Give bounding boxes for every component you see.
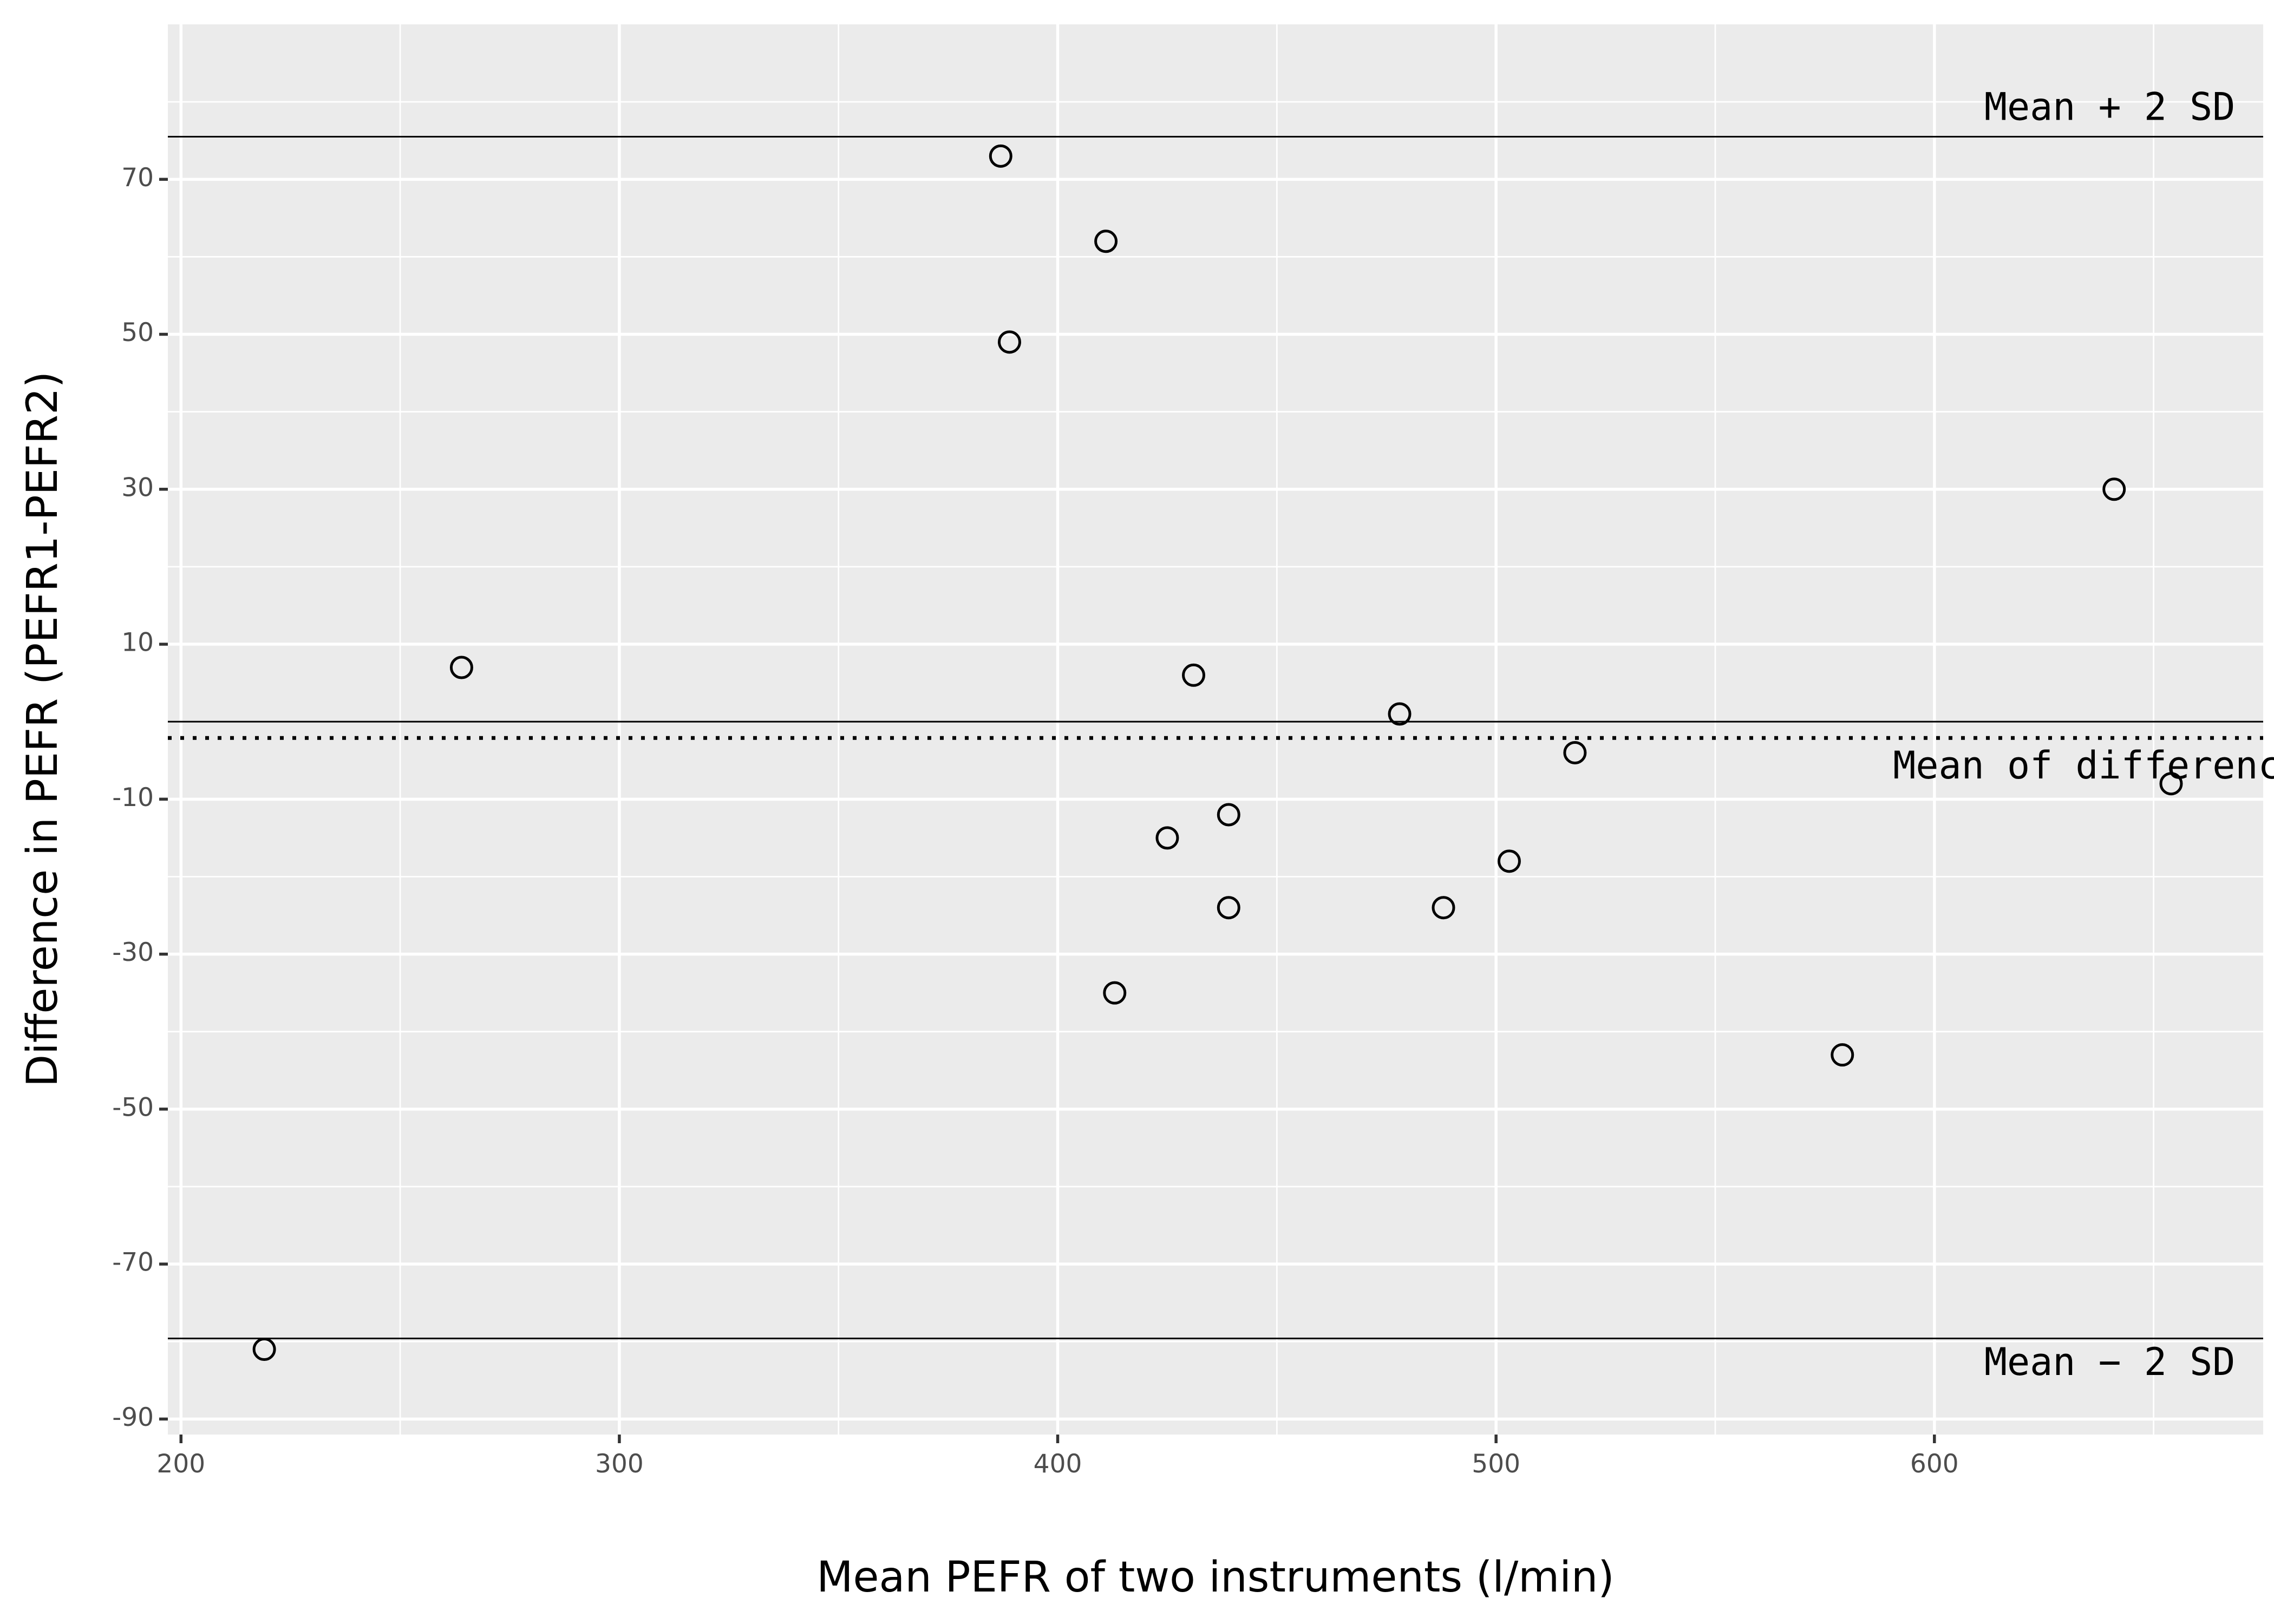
y-tick-label: -10 (112, 783, 154, 813)
line-annotation: Mean − 2 SD (1984, 1340, 2236, 1384)
data-point (1563, 741, 1587, 764)
y-tick-label: 10 (121, 628, 154, 658)
y-tick-label: 30 (121, 473, 154, 502)
data-point (997, 330, 1021, 354)
x-tick-label: 300 (595, 1449, 644, 1479)
data-point (1831, 1043, 1854, 1067)
line-annotation: Mean of differences (1893, 743, 2274, 788)
line-annotation: Mean + 2 SD (1984, 84, 2236, 129)
major-gridlines (168, 24, 2263, 1435)
line-annotations: Mean + 2 SD Mean of differences Mean − 2 S… (1893, 84, 2274, 1384)
y-tick-label: 70 (121, 163, 154, 193)
y-axis-title: Difference in PEFR (PEFR1-PEFR2) (18, 371, 67, 1087)
data-point (1103, 981, 1127, 1005)
plot-panel (168, 24, 2263, 1435)
y-tick-label: 50 (121, 318, 154, 348)
x-axis: 200 300 400 500 600 (156, 1435, 1959, 1479)
data-point (1094, 230, 1118, 253)
data-point (252, 1338, 276, 1361)
y-axis: -90 -70 -50 -30 -10 10 30 50 70 (112, 163, 168, 1432)
y-tick-label: -90 (112, 1403, 154, 1432)
data-point (1432, 896, 1455, 920)
data-point (449, 656, 473, 679)
x-tick-label: 500 (1472, 1449, 1520, 1479)
x-tick-label: 600 (1910, 1449, 1959, 1479)
data-point (2159, 772, 2183, 796)
data-point (989, 144, 1012, 168)
reference-lines (168, 136, 2263, 1340)
y-tick-label: -70 (112, 1248, 154, 1278)
data-point (1497, 849, 1521, 873)
data-point (2102, 477, 2126, 501)
data-point (1217, 803, 1240, 827)
data-point (1388, 702, 1412, 726)
minor-gridlines (168, 24, 2263, 1435)
y-tick-label: -50 (112, 1092, 154, 1122)
y-tick-label: -30 (112, 938, 154, 967)
data-point (1155, 826, 1179, 850)
data-points (252, 144, 2183, 1361)
x-tick-label: 200 (156, 1449, 205, 1479)
x-tick-label: 400 (1034, 1449, 1082, 1479)
data-point (1217, 896, 1240, 920)
x-axis-title: Mean PEFR of two instruments (l/min) (816, 1553, 1615, 1602)
data-point (1182, 663, 1206, 687)
